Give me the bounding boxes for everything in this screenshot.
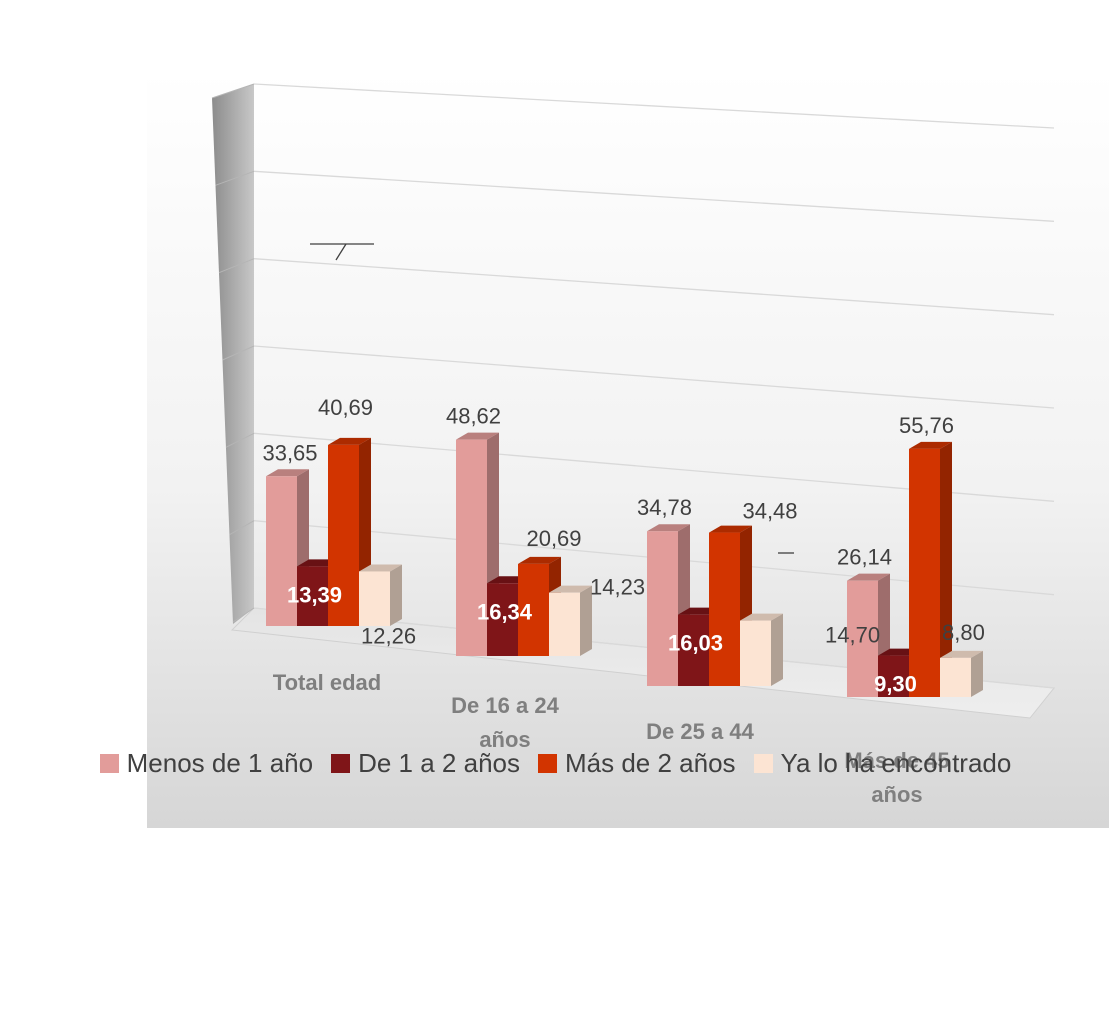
category-label-line: Más de 45 [844,748,949,773]
bar-front [740,620,771,686]
wall-gridline [218,258,255,274]
bar-1-3 [549,585,592,656]
data-label: 13,39 [287,582,342,607]
gridline [253,170,1055,222]
legend-item-mas-2: Más de 2 años [537,748,736,779]
data-label: 14,23 [590,575,645,600]
bar-front [940,657,971,697]
bar-front [359,571,390,626]
data-label: 9,30 [874,672,917,697]
category-label-line: De 25 a 44 [646,719,754,744]
data-label: 34,48 [742,499,797,524]
category-label: Total edad [273,670,381,695]
bar-3-2 [909,441,952,697]
category-label-line: años [479,727,530,752]
data-label: 48,62 [446,404,501,429]
legend-label: Ya lo ha encontrado [780,748,1012,778]
bar-top [709,525,752,533]
bar-top [456,432,499,440]
data-label: 14,70 [825,623,880,648]
bar-3-3 [940,650,983,697]
legend-swatch [331,754,351,773]
bar-side [971,650,983,697]
leader-line [335,243,347,261]
bar-front [678,614,709,686]
bar-front [328,444,359,626]
bar-top [549,585,592,593]
bar-front [456,439,487,656]
bar-front [487,583,518,656]
bar-front [878,655,909,697]
bar-side [390,564,402,626]
legend: Menos de 1 año De 1 a 2 años Más de 2 añ… [0,748,1111,779]
bar-0-3 [359,564,402,626]
bar-front [847,580,878,697]
bar-top [909,441,952,449]
category-label: De 16 a 24 años [451,693,559,752]
bar-top [740,613,783,621]
bar-front [266,476,297,626]
bar-top [266,469,309,477]
bar-side [580,585,592,656]
bar-top [940,650,983,658]
bar-front [518,563,549,656]
wall-gridline [222,345,255,361]
data-label: 40,69 [318,395,373,420]
legend-item-1-2: De 1 a 2 años [331,748,520,779]
category-label-line: De 16 a 24 [451,693,559,718]
chart-side-wall [212,84,254,624]
data-label: 8,80 [942,620,985,645]
legend-swatch [99,754,119,773]
gridline [253,345,1055,409]
data-label: 33,65 [262,440,317,465]
gridline [253,83,1055,129]
data-label: 12,26 [361,623,416,648]
legend-label: Menos de 1 año [126,748,314,778]
gridline [253,258,1055,316]
wall-gridline [211,83,255,99]
bar-2-3 [740,613,783,686]
wall-gridline [232,607,255,623]
data-label: 34,78 [637,495,692,520]
bar-top [847,573,890,581]
legend-label: Más de 2 años [564,748,736,778]
bar-top [359,564,402,572]
category-label: De 25 a 44 [646,719,754,744]
wall-gridline [215,170,255,186]
legend-item-encontrado: Ya lo ha encontrado [753,748,1012,779]
legend-label: De 1 a 2 años [358,748,520,778]
data-label: 20,69 [526,526,581,551]
bar-front [647,531,678,686]
data-label: 16,03 [668,631,723,656]
legend-swatch [753,754,773,773]
bar-front [909,448,940,697]
category-label: Más de 45 años [844,748,949,807]
bar-side [940,441,952,697]
wall-gridline [229,520,255,536]
bar-top [328,437,371,445]
data-label: 26,14 [837,545,892,570]
category-label-line: años [871,782,922,807]
bar-front [709,532,740,686]
wall-gridline [225,432,255,448]
data-label: 16,34 [477,599,533,624]
bar-side [771,613,783,686]
legend-item-menos-1: Menos de 1 año [99,748,314,779]
bar-top [647,524,690,532]
bar-front [549,592,580,656]
legend-swatch [537,754,557,773]
bar-top [518,556,561,564]
category-label-line: Total edad [273,670,381,695]
bar-3-0 [847,573,890,697]
bar-0-2 [328,437,371,626]
data-label: 55,76 [899,413,954,438]
bar-front [297,566,328,626]
